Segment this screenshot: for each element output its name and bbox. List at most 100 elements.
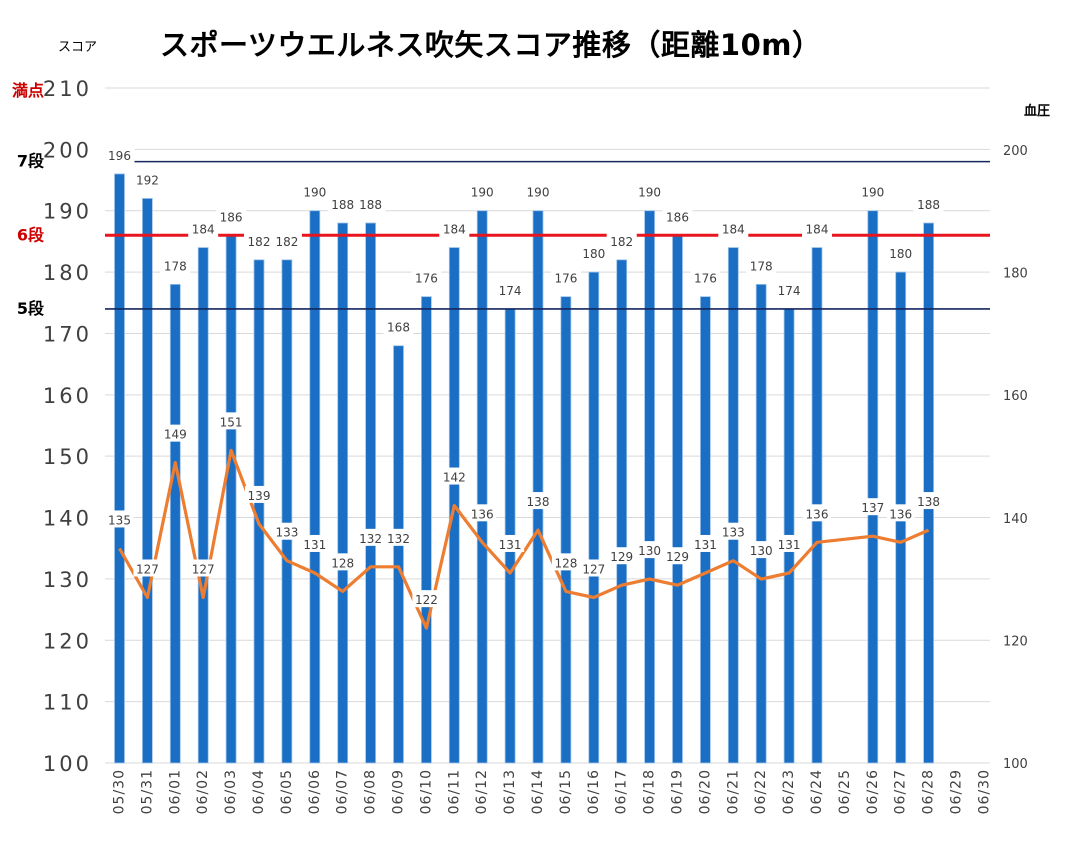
bar-data-label: 186 bbox=[220, 210, 243, 224]
bar-06-18 bbox=[644, 210, 655, 764]
y2-tick-label: 180 bbox=[1003, 267, 1028, 282]
bar-label-bg bbox=[913, 195, 944, 213]
bar-data-label: 190 bbox=[638, 186, 661, 200]
line-data-label: 131 bbox=[303, 538, 326, 552]
line-data-label: 127 bbox=[192, 562, 215, 576]
line-data-label: 138 bbox=[917, 495, 940, 509]
x-tick-label: 06/04 bbox=[251, 769, 267, 814]
line-label-bg bbox=[300, 534, 329, 552]
line-data-label: 133 bbox=[275, 526, 298, 540]
bar-06-15 bbox=[560, 296, 572, 764]
x-tick-label: 06/01 bbox=[167, 769, 183, 814]
x-tick-label: 06/15 bbox=[558, 769, 574, 814]
bar-data-label: 174 bbox=[778, 284, 801, 298]
bar-label-bg bbox=[578, 244, 609, 263]
bar-label-bg bbox=[244, 231, 274, 250]
y-tick-label: 100 bbox=[43, 752, 92, 776]
y2-tick-label: 200 bbox=[1003, 144, 1028, 159]
line-data-label: 122 bbox=[415, 593, 438, 607]
x-tick-label: 06/08 bbox=[363, 769, 379, 814]
bar-data-label: 186 bbox=[666, 210, 689, 224]
line-label-bg bbox=[607, 547, 636, 565]
line-data-label: 131 bbox=[778, 538, 801, 552]
bar-06-03 bbox=[225, 234, 237, 764]
bar-data-label: 184 bbox=[192, 223, 215, 237]
line-label-bg bbox=[468, 504, 497, 522]
x-tick-label: 06/23 bbox=[781, 769, 797, 814]
line-data-label: 138 bbox=[527, 495, 550, 509]
bar-data-label: 168 bbox=[387, 321, 410, 335]
line-label-bg bbox=[356, 528, 385, 546]
line-label-bg bbox=[635, 541, 664, 559]
line-data-label: 149 bbox=[164, 428, 187, 442]
reference-label: 5段 bbox=[17, 299, 45, 318]
line-data-label: 136 bbox=[806, 507, 829, 521]
line-data-label: 127 bbox=[136, 562, 159, 576]
bar-label-bg bbox=[718, 219, 749, 238]
y2-tick-label: 160 bbox=[1003, 389, 1028, 404]
bar-label-bg bbox=[746, 256, 777, 275]
bar-data-label: 190 bbox=[861, 186, 884, 200]
bar-data-label: 188 bbox=[331, 198, 354, 212]
bar-data-label: 178 bbox=[750, 259, 773, 273]
bar-06-05 bbox=[281, 259, 293, 764]
line-data-label: 131 bbox=[499, 538, 522, 552]
x-tick-label: 06/06 bbox=[307, 769, 323, 814]
bar-data-label: 190 bbox=[303, 186, 326, 200]
y-tick-label: 160 bbox=[43, 384, 92, 408]
bar-data-label: 180 bbox=[889, 247, 912, 261]
bar-data-label: 188 bbox=[359, 198, 382, 212]
bar-label-bg bbox=[271, 231, 302, 250]
line-data-label: 131 bbox=[694, 538, 717, 552]
bar-label-bg bbox=[495, 280, 526, 299]
bar-label-bg bbox=[132, 170, 163, 189]
line-label-bg bbox=[272, 522, 301, 540]
x-tick-label: 06/26 bbox=[865, 769, 881, 814]
x-tick-label: 06/11 bbox=[446, 769, 462, 814]
bar-data-label: 176 bbox=[415, 272, 438, 286]
bar-label-bg bbox=[885, 244, 916, 263]
bar-data-label: 184 bbox=[806, 223, 829, 237]
bar-06-20 bbox=[700, 296, 711, 764]
bar-06-06 bbox=[309, 210, 321, 764]
bar-label-bg bbox=[355, 195, 386, 213]
bar-06-16 bbox=[588, 271, 600, 764]
line-data-label: 128 bbox=[331, 556, 354, 570]
bar-label-bg bbox=[104, 145, 135, 164]
line-data-label: 133 bbox=[722, 526, 745, 540]
line-data-label: 130 bbox=[638, 544, 661, 558]
x-tick-label: 06/07 bbox=[335, 769, 351, 814]
y-tick-label: 210 bbox=[43, 77, 92, 101]
bar-06-26 bbox=[867, 210, 879, 764]
bar-06-14 bbox=[532, 210, 544, 764]
bar-label-bg bbox=[662, 207, 693, 226]
line-data-label: 129 bbox=[610, 550, 633, 564]
bar-label-bg bbox=[439, 219, 470, 238]
x-tick-label: 06/19 bbox=[670, 769, 686, 814]
line-data-label: 132 bbox=[387, 532, 410, 546]
bar-label-bg bbox=[606, 231, 637, 250]
y-axis-label-right: 血圧 bbox=[1024, 104, 1051, 119]
line-data-label: 136 bbox=[889, 507, 912, 521]
x-tick-label: 06/09 bbox=[391, 769, 407, 814]
bar-label-bg bbox=[216, 207, 247, 226]
bar-data-label: 174 bbox=[499, 284, 522, 298]
line-data-label: 139 bbox=[248, 489, 271, 503]
bar-data-label: 190 bbox=[471, 186, 494, 200]
bar-label-bg bbox=[550, 268, 581, 287]
line-data-label: 130 bbox=[750, 544, 773, 558]
y-tick-label: 140 bbox=[43, 507, 92, 531]
x-tick-label: 06/16 bbox=[586, 769, 602, 814]
x-tick-label: 06/17 bbox=[614, 769, 630, 814]
line-data-label: 136 bbox=[471, 507, 494, 521]
reference-label: 6段 bbox=[17, 225, 45, 244]
line-label-bg bbox=[384, 528, 413, 546]
bar-06-01 bbox=[169, 283, 181, 764]
bar-data-label: 178 bbox=[164, 259, 187, 273]
line-label-bg bbox=[245, 485, 273, 503]
bar-06-19 bbox=[672, 234, 683, 764]
bar-data-label: 182 bbox=[610, 235, 633, 249]
x-tick-label: 05/31 bbox=[139, 769, 155, 814]
y2-tick-label: 100 bbox=[1003, 757, 1028, 772]
